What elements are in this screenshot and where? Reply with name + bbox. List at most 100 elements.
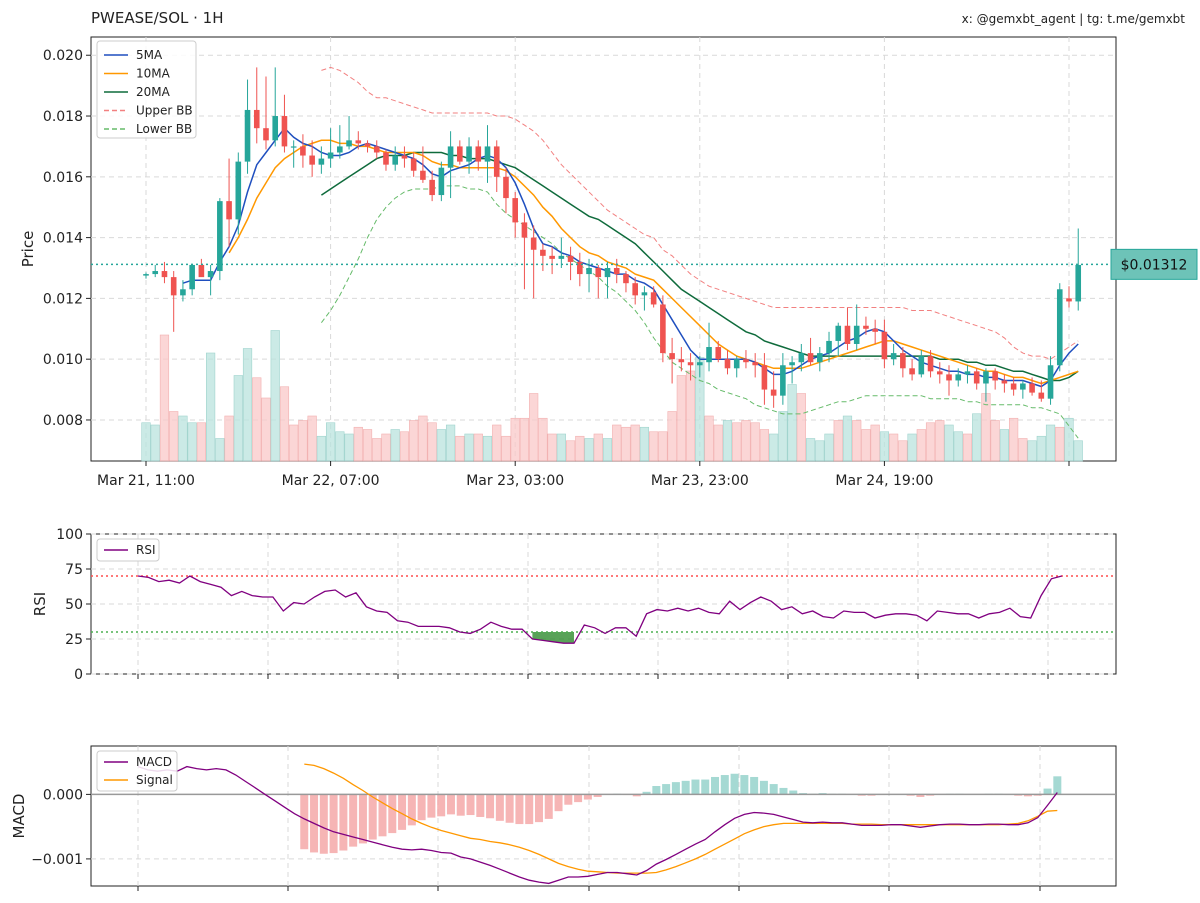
candle-down <box>678 359 685 363</box>
candle-down <box>743 359 749 363</box>
macd-hist-bar-up <box>662 784 671 795</box>
macd-hist-bar-up <box>652 786 661 795</box>
volume-bar <box>1064 417 1074 462</box>
volume-bar <box>805 438 816 462</box>
volume-bar <box>870 424 880 462</box>
candle-down <box>900 353 906 369</box>
candle-down <box>429 179 435 196</box>
volume-bar <box>593 433 603 462</box>
rsi-panel: 0 25 50 75 100 RSI RSI <box>31 527 1117 683</box>
macd-hist-bar-up <box>730 773 739 795</box>
candle-down <box>475 146 482 162</box>
candle-up <box>733 359 740 369</box>
macd-hist-bar-down <box>564 794 573 805</box>
volume-bar <box>242 348 253 462</box>
volume-bar <box>529 393 539 462</box>
candle-up <box>290 146 297 148</box>
macd-hist-bar-up <box>671 782 680 795</box>
candle-down <box>595 267 602 278</box>
macd-hist-bar-up <box>759 780 768 795</box>
macd-hist-bar-down <box>437 794 446 817</box>
volume-bar <box>889 433 899 462</box>
volume-bar <box>427 422 437 462</box>
candle-up <box>826 340 832 354</box>
current-price-label: $0.01312 <box>1121 257 1188 273</box>
macd-hist-bar-down <box>486 794 495 819</box>
macd-hist-bar-up <box>681 780 690 795</box>
volume-bar <box>482 435 493 462</box>
volume-bar <box>787 384 797 462</box>
macd-hist-bar-down <box>349 794 358 847</box>
macd-hist-bar-down <box>339 794 348 851</box>
volume-bar <box>667 411 677 462</box>
candle-up <box>438 167 445 196</box>
macd-hist-bar-down <box>554 794 563 812</box>
volume-bar <box>187 422 197 462</box>
volume-bar <box>399 431 410 462</box>
volume-bar <box>935 420 945 462</box>
price-y-ticks: 0.008 0.010 0.012 0.014 0.016 0.018 0.020 <box>43 48 91 429</box>
candle-up <box>964 371 971 375</box>
volume-bar <box>833 420 843 462</box>
volume-bar <box>307 415 317 462</box>
volume-bar <box>353 426 363 462</box>
candle-down <box>253 109 260 129</box>
candle-down <box>909 368 915 375</box>
candle-up <box>346 140 352 147</box>
macd-hist-bar-down <box>456 794 465 816</box>
candle-up <box>180 289 186 296</box>
candle-down <box>355 140 362 144</box>
rsi-y-ticks: 0 25 50 75 100 <box>56 527 91 683</box>
volume-bar <box>252 377 262 462</box>
price-legend-label: 10MA <box>136 67 171 81</box>
volume-bar <box>972 413 982 462</box>
candle-down <box>1010 383 1017 390</box>
candle-down <box>863 325 869 329</box>
volume-bar <box>372 438 382 462</box>
price-x-tick-label: Mar 23, 03:00 <box>466 473 564 489</box>
candle-down <box>687 362 694 366</box>
volume-bar <box>565 440 576 462</box>
volume-bar <box>916 429 926 462</box>
candle-down <box>881 331 888 360</box>
candle-up <box>558 255 565 259</box>
candle-down <box>226 201 232 220</box>
candle-up <box>484 146 491 162</box>
macd-hist-bar-down <box>319 794 328 854</box>
volume-bar <box>510 417 520 462</box>
candle-down <box>493 146 500 177</box>
signal-series-line <box>304 763 1058 874</box>
volume-bar <box>575 435 585 462</box>
macd-panel: −0.001 0.000 MACD MACD Signal <box>10 745 1117 891</box>
candle-down <box>936 371 943 375</box>
macd-hist-bar-down <box>1023 794 1032 797</box>
volume-bar <box>861 429 871 462</box>
volume-bar <box>1018 438 1028 462</box>
candle-up <box>327 152 334 159</box>
macd-hist-bar-down <box>916 794 925 797</box>
volume-bar <box>898 440 908 462</box>
price-legend: 5MA 10MA 20MA Upper BB Lower BB <box>96 40 197 139</box>
volume-bar <box>501 435 511 462</box>
candle-down <box>300 146 306 156</box>
volume-bar <box>519 417 530 462</box>
volume-bar <box>206 352 216 462</box>
candle-up <box>207 271 214 278</box>
volume-bar <box>658 431 668 462</box>
candle-down <box>503 176 509 199</box>
volume-bar <box>778 411 788 462</box>
volume-bar <box>289 424 299 462</box>
rsi-y-tick-label: 50 <box>65 597 83 613</box>
price-x-ticks: Mar 21, 11:00 Mar 22, 07:00 Mar 23, 03:00 M… <box>97 461 1070 489</box>
candle-down <box>973 371 980 384</box>
volume-bar <box>649 431 659 462</box>
candle-down <box>761 365 768 390</box>
price-volume-bars <box>141 330 1083 462</box>
macd-y-tick-label: 0.000 <box>43 787 83 803</box>
rsi-x-ticks <box>137 674 1049 679</box>
volume-bar <box>464 433 474 462</box>
upper-bb-line <box>321 66 1079 360</box>
candle-down <box>383 152 389 165</box>
candle-down <box>512 198 518 223</box>
candle-up <box>447 146 454 168</box>
